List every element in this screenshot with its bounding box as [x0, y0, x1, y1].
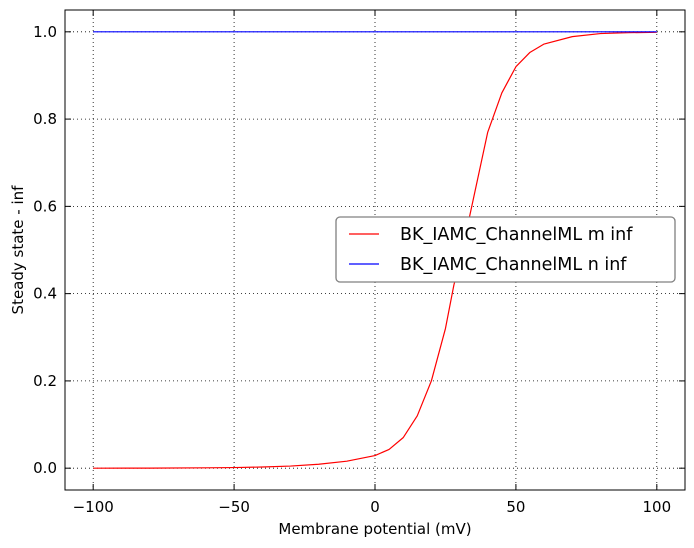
y-axis-label: Steady state - inf — [9, 185, 27, 315]
y-tick-label: 0.6 — [33, 197, 57, 215]
legend-label-n-inf: BK_IAMC_ChannelML n inf — [400, 255, 627, 275]
legend-box — [335, 216, 676, 283]
plot-frame — [64, 9, 686, 491]
y-tick-label: 0.4 — [33, 285, 57, 303]
x-tick-label: −100 — [73, 498, 114, 516]
series-line-0 — [93, 31, 657, 469]
x-tick-label: 0 — [370, 498, 380, 516]
y-tick-label: 0.2 — [33, 372, 57, 390]
y-tick-label: 1.0 — [33, 23, 57, 41]
y-tick-label: 0.8 — [33, 110, 57, 128]
x-tick-label: 100 — [642, 498, 671, 516]
x-tick-label: −50 — [218, 498, 250, 516]
legend: BK_IAMC_ChannelML m inf BK_IAMC_ChannelM… — [335, 216, 676, 283]
x-tick-label: 50 — [506, 498, 525, 516]
x-ticks: −100 −50 0 50 100 — [73, 10, 671, 516]
x-axis-label: Membrane potential (mV) — [278, 520, 471, 538]
y-tick-label: 0.0 — [33, 459, 57, 477]
legend-label-m-inf: BK_IAMC_ChannelML m inf — [400, 225, 633, 245]
series-layer — [93, 31, 657, 469]
y-ticks: 0.0 0.2 0.4 0.6 0.8 1.0 — [33, 23, 685, 477]
